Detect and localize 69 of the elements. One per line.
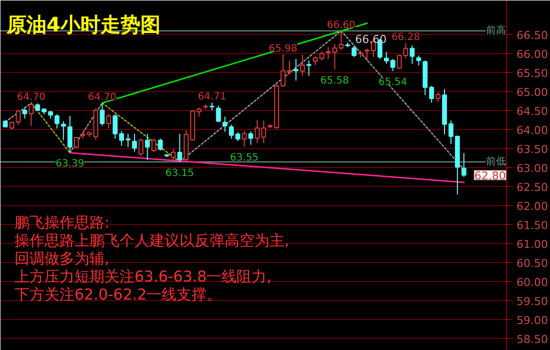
y-tick-label: 61.50 bbox=[516, 218, 548, 232]
text: 64.70 bbox=[16, 92, 46, 103]
candlestick bbox=[106, 113, 112, 129]
y-tick-label: 66.00 bbox=[516, 48, 548, 62]
text: 63.39 bbox=[56, 158, 84, 170]
y-tick-label: 60.00 bbox=[516, 276, 548, 289]
y-tick-label: 65.50 bbox=[516, 67, 548, 80]
candlestick bbox=[429, 85, 434, 104]
annotation: 鹏飞操作思路: bbox=[14, 214, 110, 232]
y-tick-label: 59.00 bbox=[516, 314, 548, 327]
text: 62.80 bbox=[474, 170, 506, 183]
ref-line-label: 前高 bbox=[486, 24, 506, 36]
ref-line-label: 前低 bbox=[486, 155, 506, 168]
text: 65.58 bbox=[320, 76, 350, 87]
candlestick bbox=[461, 152, 466, 178]
candlestick bbox=[300, 54, 305, 76]
candlestick bbox=[216, 105, 221, 122]
text: 65.98 bbox=[268, 43, 298, 54]
annotation: 操作思路上鹏飞个人建议以反弹高空为主, bbox=[14, 232, 290, 250]
candlestick bbox=[326, 46, 331, 60]
y-tick-label: 62.00 bbox=[516, 200, 548, 213]
annotation: 上方压力短期关注63.6-63.8一线阻力, bbox=[14, 268, 272, 286]
candlestick bbox=[222, 116, 228, 132]
y-tick-label: 64.50 bbox=[516, 105, 548, 118]
annotation: 66.60 bbox=[326, 20, 356, 31]
text: 原油4小时走势图 bbox=[6, 12, 160, 36]
text: 64.70 bbox=[88, 92, 117, 103]
y-tick-label: 58.50 bbox=[516, 332, 548, 346]
text: 64.71 bbox=[198, 92, 226, 103]
candlestick bbox=[294, 58, 298, 82]
candlestick bbox=[22, 107, 28, 120]
candlestick bbox=[416, 55, 422, 66]
text: 65.54 bbox=[378, 77, 408, 88]
candlestick bbox=[54, 114, 60, 129]
annotation: 下方关注62.0-62.2一线支撑。 bbox=[14, 286, 222, 304]
candlestick bbox=[352, 46, 357, 58]
candlestick bbox=[403, 42, 408, 59]
candlestick bbox=[170, 148, 176, 161]
candlestick bbox=[132, 133, 137, 152]
y-tick-label: 59.50 bbox=[516, 294, 548, 308]
candlestick bbox=[248, 130, 254, 146]
candlestick bbox=[158, 138, 163, 151]
candlestick bbox=[410, 44, 415, 64]
candlestick bbox=[138, 138, 144, 157]
y-tick-label: 64.00 bbox=[516, 124, 548, 138]
y-tick-label: 61.00 bbox=[516, 238, 548, 251]
y-tick-label: 63.50 bbox=[516, 143, 548, 156]
candlestick bbox=[28, 102, 34, 126]
text: 63.55 bbox=[230, 152, 259, 164]
candlestick bbox=[151, 138, 156, 152]
y-tick-label: 65.00 bbox=[516, 86, 548, 100]
candlestick bbox=[67, 115, 72, 154]
candlestick bbox=[177, 133, 182, 162]
candlestick bbox=[436, 92, 440, 102]
candlestick bbox=[396, 54, 402, 70]
candlestick bbox=[306, 60, 312, 76]
annotation: 回调做多为辅, bbox=[14, 250, 110, 268]
candlestick bbox=[100, 102, 105, 126]
y-tick-label: 63.00 bbox=[516, 162, 548, 176]
y-tick-label: 62.50 bbox=[516, 181, 548, 194]
candlestick bbox=[16, 110, 21, 126]
candlestick bbox=[144, 133, 150, 160]
y-tick-label: 66.50 bbox=[516, 29, 548, 42]
text: 66.60 bbox=[355, 32, 387, 46]
text: 63.15 bbox=[165, 168, 194, 179]
candlestick bbox=[61, 120, 66, 141]
y-tick-label: 60.50 bbox=[516, 256, 548, 270]
candlestick bbox=[242, 130, 247, 148]
text: 66.28 bbox=[391, 32, 420, 44]
